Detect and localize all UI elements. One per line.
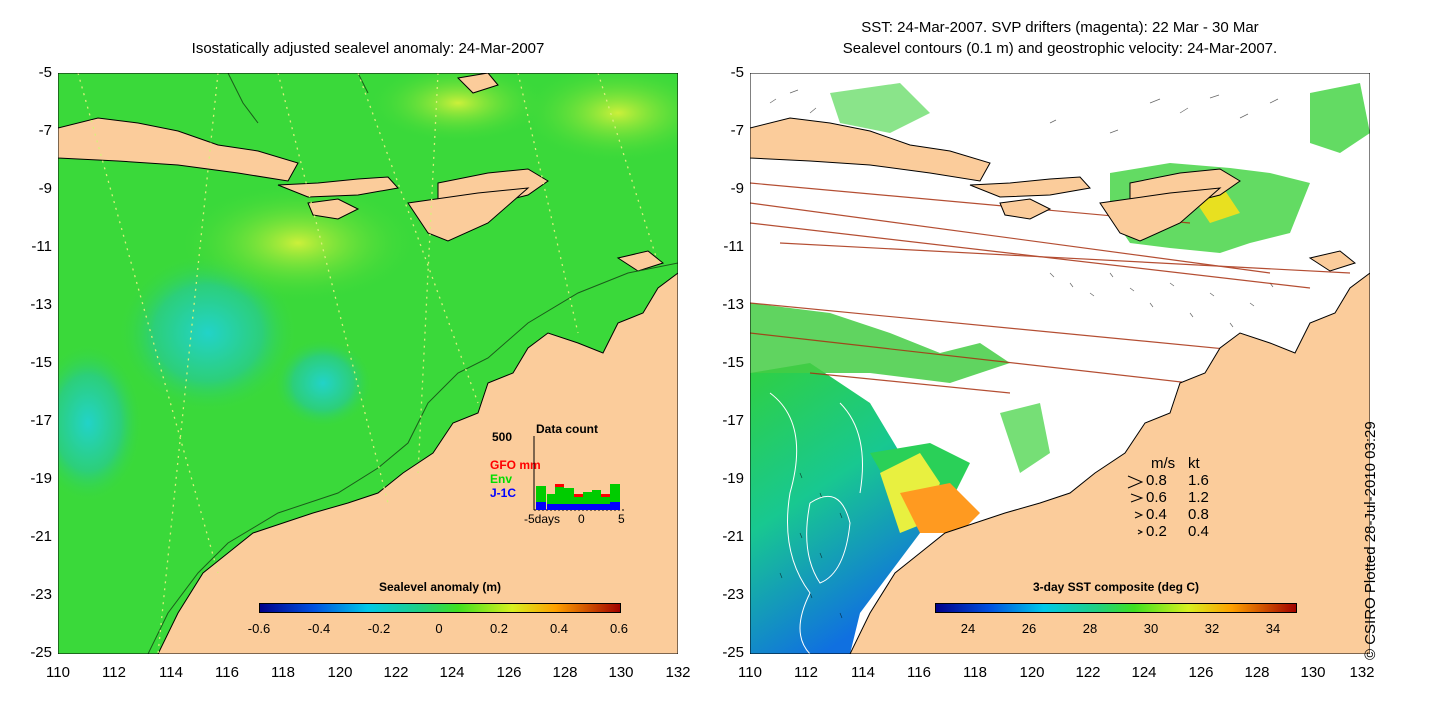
left-cbar-tick: 0 xyxy=(435,621,443,636)
right-cbar-tick: 34 xyxy=(1265,621,1281,636)
velocity-legend-kt: 0.4 xyxy=(1188,523,1209,540)
right-x-tick: 128 xyxy=(1244,664,1270,681)
left-cbar-tick: -0.4 xyxy=(307,621,331,636)
inset-x-label-zero: 0 xyxy=(578,512,585,526)
velocity-legend-ms: 0.4 xyxy=(1146,506,1167,523)
velocity-legend-kt: 1.6 xyxy=(1188,472,1209,489)
sealevel-anomaly-map xyxy=(58,73,678,654)
right-y-tick: -21 xyxy=(722,528,744,545)
right-x-tick: 122 xyxy=(1075,664,1101,681)
left-y-tick: -5 xyxy=(38,64,52,81)
right-cbar-tick: 26 xyxy=(1021,621,1037,636)
velocity-legend-ms: 0.6 xyxy=(1146,489,1167,506)
left-x-tick: 120 xyxy=(327,664,353,681)
velocity-arrow-icon xyxy=(1130,493,1144,503)
left-x-tick: 126 xyxy=(496,664,522,681)
inset-x-label-end: 5 xyxy=(618,512,625,526)
right-y-tick: -11 xyxy=(723,238,744,255)
right-y-tick: -19 xyxy=(722,470,744,487)
inset-legend-env: Env xyxy=(490,472,513,486)
velocity-arrow-icon xyxy=(1134,511,1144,519)
right-y-tick: -5 xyxy=(730,64,744,81)
right-x-tick: 116 xyxy=(907,664,931,681)
left-cbar-tick: 0.4 xyxy=(549,621,569,636)
left-x-tick: 118 xyxy=(271,664,295,681)
velocity-arrow-icon xyxy=(1127,475,1144,489)
left-cbar-tick: 0.2 xyxy=(489,621,509,636)
velocity-legend-ms: 0.2 xyxy=(1146,523,1167,540)
inset-data-count-chart xyxy=(533,436,624,511)
plot-credit: © CSIRO Plotted 28-Jul-2010 03:29 xyxy=(1362,421,1379,660)
left-y-tick: -13 xyxy=(30,296,52,313)
velocity-legend-kt: 0.8 xyxy=(1188,506,1209,523)
right-x-tick: 110 xyxy=(738,664,762,681)
inset-bars xyxy=(536,484,620,510)
right-y-tick: -17 xyxy=(722,412,744,429)
velocity-legend-ms: 0.8 xyxy=(1146,472,1167,489)
sst-map xyxy=(750,73,1370,654)
left-y-tick: -25 xyxy=(30,644,52,661)
right-cbar-tick: 24 xyxy=(960,621,976,636)
right-map-title-line1: SST: 24-Mar-2007. SVP drifters (magenta)… xyxy=(861,19,1259,36)
left-x-tick: 112 xyxy=(102,664,126,681)
velocity-legend-header-ms: m/s xyxy=(1151,455,1176,472)
left-x-tick: 132 xyxy=(665,664,691,681)
left-y-tick: -17 xyxy=(30,412,52,429)
left-y-tick: -9 xyxy=(38,180,52,197)
inset-legend-gfo: GFO mm xyxy=(490,458,541,472)
inset-legend-j1c: J-1C xyxy=(490,486,517,500)
left-y-tick: -19 xyxy=(30,470,52,487)
left-y-tick: -7 xyxy=(38,122,52,139)
left-y-tick: -11 xyxy=(31,238,52,255)
right-x-tick: 124 xyxy=(1131,664,1157,681)
right-x-tick: 112 xyxy=(794,664,818,681)
right-x-tick: 120 xyxy=(1019,664,1045,681)
velocity-legend-header-kt: kt xyxy=(1188,455,1200,472)
right-colorbar-label: 3-day SST composite (deg C) xyxy=(1032,580,1200,594)
left-colorbar-label: Sealevel anomaly (m) xyxy=(378,580,502,594)
left-x-tick: 116 xyxy=(215,664,239,681)
velocity-arrow-icon xyxy=(1137,529,1144,535)
left-x-tick: 130 xyxy=(608,664,634,681)
velocity-legend-kt: 1.2 xyxy=(1188,489,1209,506)
right-x-tick: 126 xyxy=(1188,664,1214,681)
left-cbar-tick: -0.2 xyxy=(367,621,391,636)
right-colorbar xyxy=(935,603,1297,613)
right-cbar-tick: 32 xyxy=(1204,621,1220,636)
right-x-tick: 118 xyxy=(963,664,987,681)
left-x-tick: 124 xyxy=(439,664,465,681)
left-x-tick: 110 xyxy=(46,664,70,681)
right-y-tick: -7 xyxy=(730,122,744,139)
left-y-tick: -23 xyxy=(30,586,52,603)
right-y-tick: -9 xyxy=(730,180,744,197)
left-y-tick: -15 xyxy=(30,354,52,371)
inset-title: Data count xyxy=(536,422,599,436)
right-cbar-tick: 28 xyxy=(1082,621,1098,636)
right-y-tick: -25 xyxy=(722,644,744,661)
right-x-tick: 130 xyxy=(1300,664,1326,681)
inset-y-max: 500 xyxy=(492,430,513,444)
left-x-tick: 128 xyxy=(552,664,578,681)
right-y-tick: -23 xyxy=(722,586,744,603)
inset-x-label-start: -5days xyxy=(524,512,561,526)
left-cbar-tick: 0.6 xyxy=(609,621,629,636)
right-y-tick: -13 xyxy=(722,296,744,313)
left-map-title: Isostatically adjusted sealevel anomaly:… xyxy=(191,40,545,57)
right-x-tick: 114 xyxy=(851,664,875,681)
left-y-tick: -21 xyxy=(30,528,52,545)
left-x-tick: 122 xyxy=(383,664,409,681)
left-x-tick: 114 xyxy=(159,664,183,681)
left-colorbar xyxy=(259,603,621,613)
right-x-tick: 132 xyxy=(1349,664,1375,681)
right-map-title-line2: Sealevel contours (0.1 m) and geostrophi… xyxy=(842,40,1278,57)
right-y-tick: -15 xyxy=(722,354,744,371)
right-cbar-tick: 30 xyxy=(1143,621,1159,636)
left-cbar-tick: -0.6 xyxy=(247,621,271,636)
